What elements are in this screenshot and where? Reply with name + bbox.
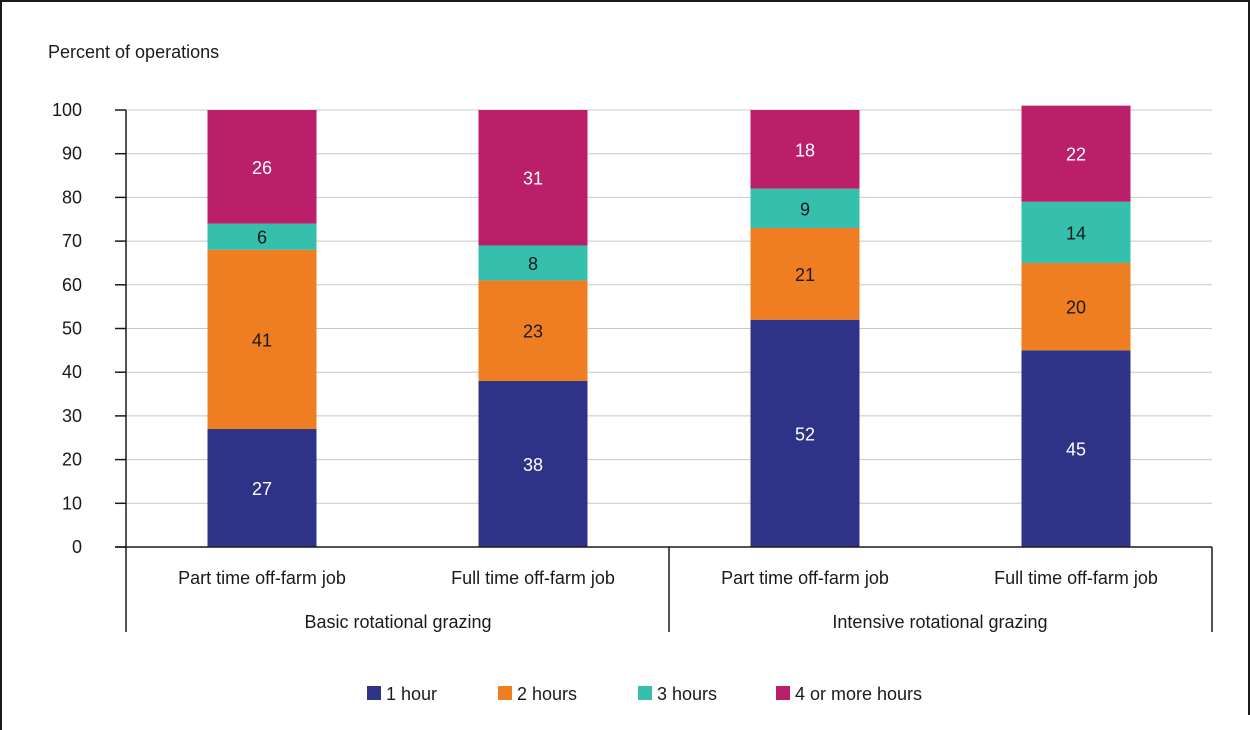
bar-segment [478, 110, 588, 246]
data-label: 22 [1066, 145, 1086, 165]
y-tick-label: 30 [62, 406, 82, 426]
data-label: 45 [1066, 440, 1086, 460]
x-tick-label: Part time off-farm job [721, 568, 889, 588]
bar-segment [750, 188, 860, 228]
bar-segment [1021, 105, 1131, 202]
y-tick-label: 10 [62, 493, 82, 513]
x-tick-label: Part time off-farm job [178, 568, 346, 588]
data-label: 31 [523, 169, 543, 189]
bar-segment [207, 110, 317, 224]
bar-segment [478, 380, 588, 547]
bar-segment [750, 110, 860, 189]
data-label: 41 [252, 330, 272, 350]
bar-segment [207, 223, 317, 250]
data-label: 23 [523, 322, 543, 342]
bar-segment [207, 249, 317, 430]
data-label: 6 [257, 228, 267, 248]
data-label: 9 [800, 199, 810, 219]
x-tick-label: Full time off-farm job [451, 568, 615, 588]
x-tick-label: Full time off-farm job [994, 568, 1158, 588]
legend-label: 1 hour [386, 684, 437, 704]
legend-swatch [638, 686, 652, 700]
legend-swatch [367, 686, 381, 700]
data-label: 14 [1066, 223, 1086, 243]
data-label: 8 [528, 254, 538, 274]
bar-segment [750, 227, 860, 320]
data-label: 21 [795, 265, 815, 285]
x-axis-labels: Part time off-farm job Full time off-farm… [178, 568, 1158, 632]
data-label: 18 [795, 140, 815, 160]
data-label: 52 [795, 424, 815, 444]
group-label: Intensive rotational grazing [832, 612, 1047, 632]
legend-swatch [498, 686, 512, 700]
bars: 27 41 6 26 38 23 8 31 52 21 9 18 45 20 14 22 [207, 105, 1131, 547]
y-axis-title: Percent of operations [48, 42, 219, 62]
legend: 1 hour 2 hours 3 hours 4 or more hours [367, 684, 922, 704]
legend-label: 3 hours [657, 684, 717, 704]
y-tick-label: 40 [62, 362, 82, 382]
data-label: 20 [1066, 298, 1086, 318]
y-tick-label: 50 [62, 319, 82, 339]
bar-segment [478, 280, 588, 381]
y-tick-label: 90 [62, 144, 82, 164]
legend-label: 2 hours [517, 684, 577, 704]
bar-segment [1021, 350, 1131, 547]
bar-segment [1021, 262, 1131, 351]
y-tick-label: 70 [62, 231, 82, 251]
axes [115, 110, 1213, 632]
bar-segment [750, 319, 860, 547]
data-label: 27 [252, 479, 272, 499]
data-label: 38 [523, 455, 543, 475]
bar-segment [207, 429, 317, 547]
y-tick-label: 60 [62, 275, 82, 295]
y-tick-label: 100 [52, 100, 82, 120]
legend-label: 4 or more hours [795, 684, 922, 704]
legend-swatch [776, 686, 790, 700]
y-tick-label: 0 [72, 537, 82, 557]
data-label: 26 [252, 158, 272, 178]
bar-segment [478, 245, 588, 281]
y-tick-label: 80 [62, 187, 82, 207]
y-tick-label: 20 [62, 450, 82, 470]
bar-segment [1021, 201, 1131, 263]
y-axis-ticks: 0 10 20 30 40 50 60 70 80 90 100 [52, 100, 126, 557]
group-label: Basic rotational grazing [304, 612, 491, 632]
